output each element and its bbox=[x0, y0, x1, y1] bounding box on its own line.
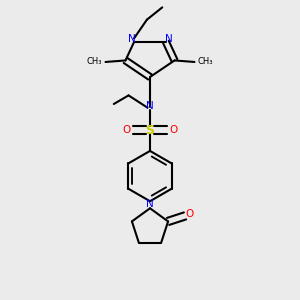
Text: CH₃: CH₃ bbox=[87, 57, 103, 66]
Text: S: S bbox=[146, 124, 154, 136]
Text: N: N bbox=[128, 34, 136, 44]
Text: O: O bbox=[185, 209, 194, 219]
Text: N: N bbox=[146, 199, 154, 209]
Text: CH₃: CH₃ bbox=[197, 57, 213, 66]
Text: N: N bbox=[146, 101, 154, 111]
Text: O: O bbox=[122, 125, 130, 135]
Text: N: N bbox=[164, 34, 172, 44]
Text: O: O bbox=[170, 125, 178, 135]
